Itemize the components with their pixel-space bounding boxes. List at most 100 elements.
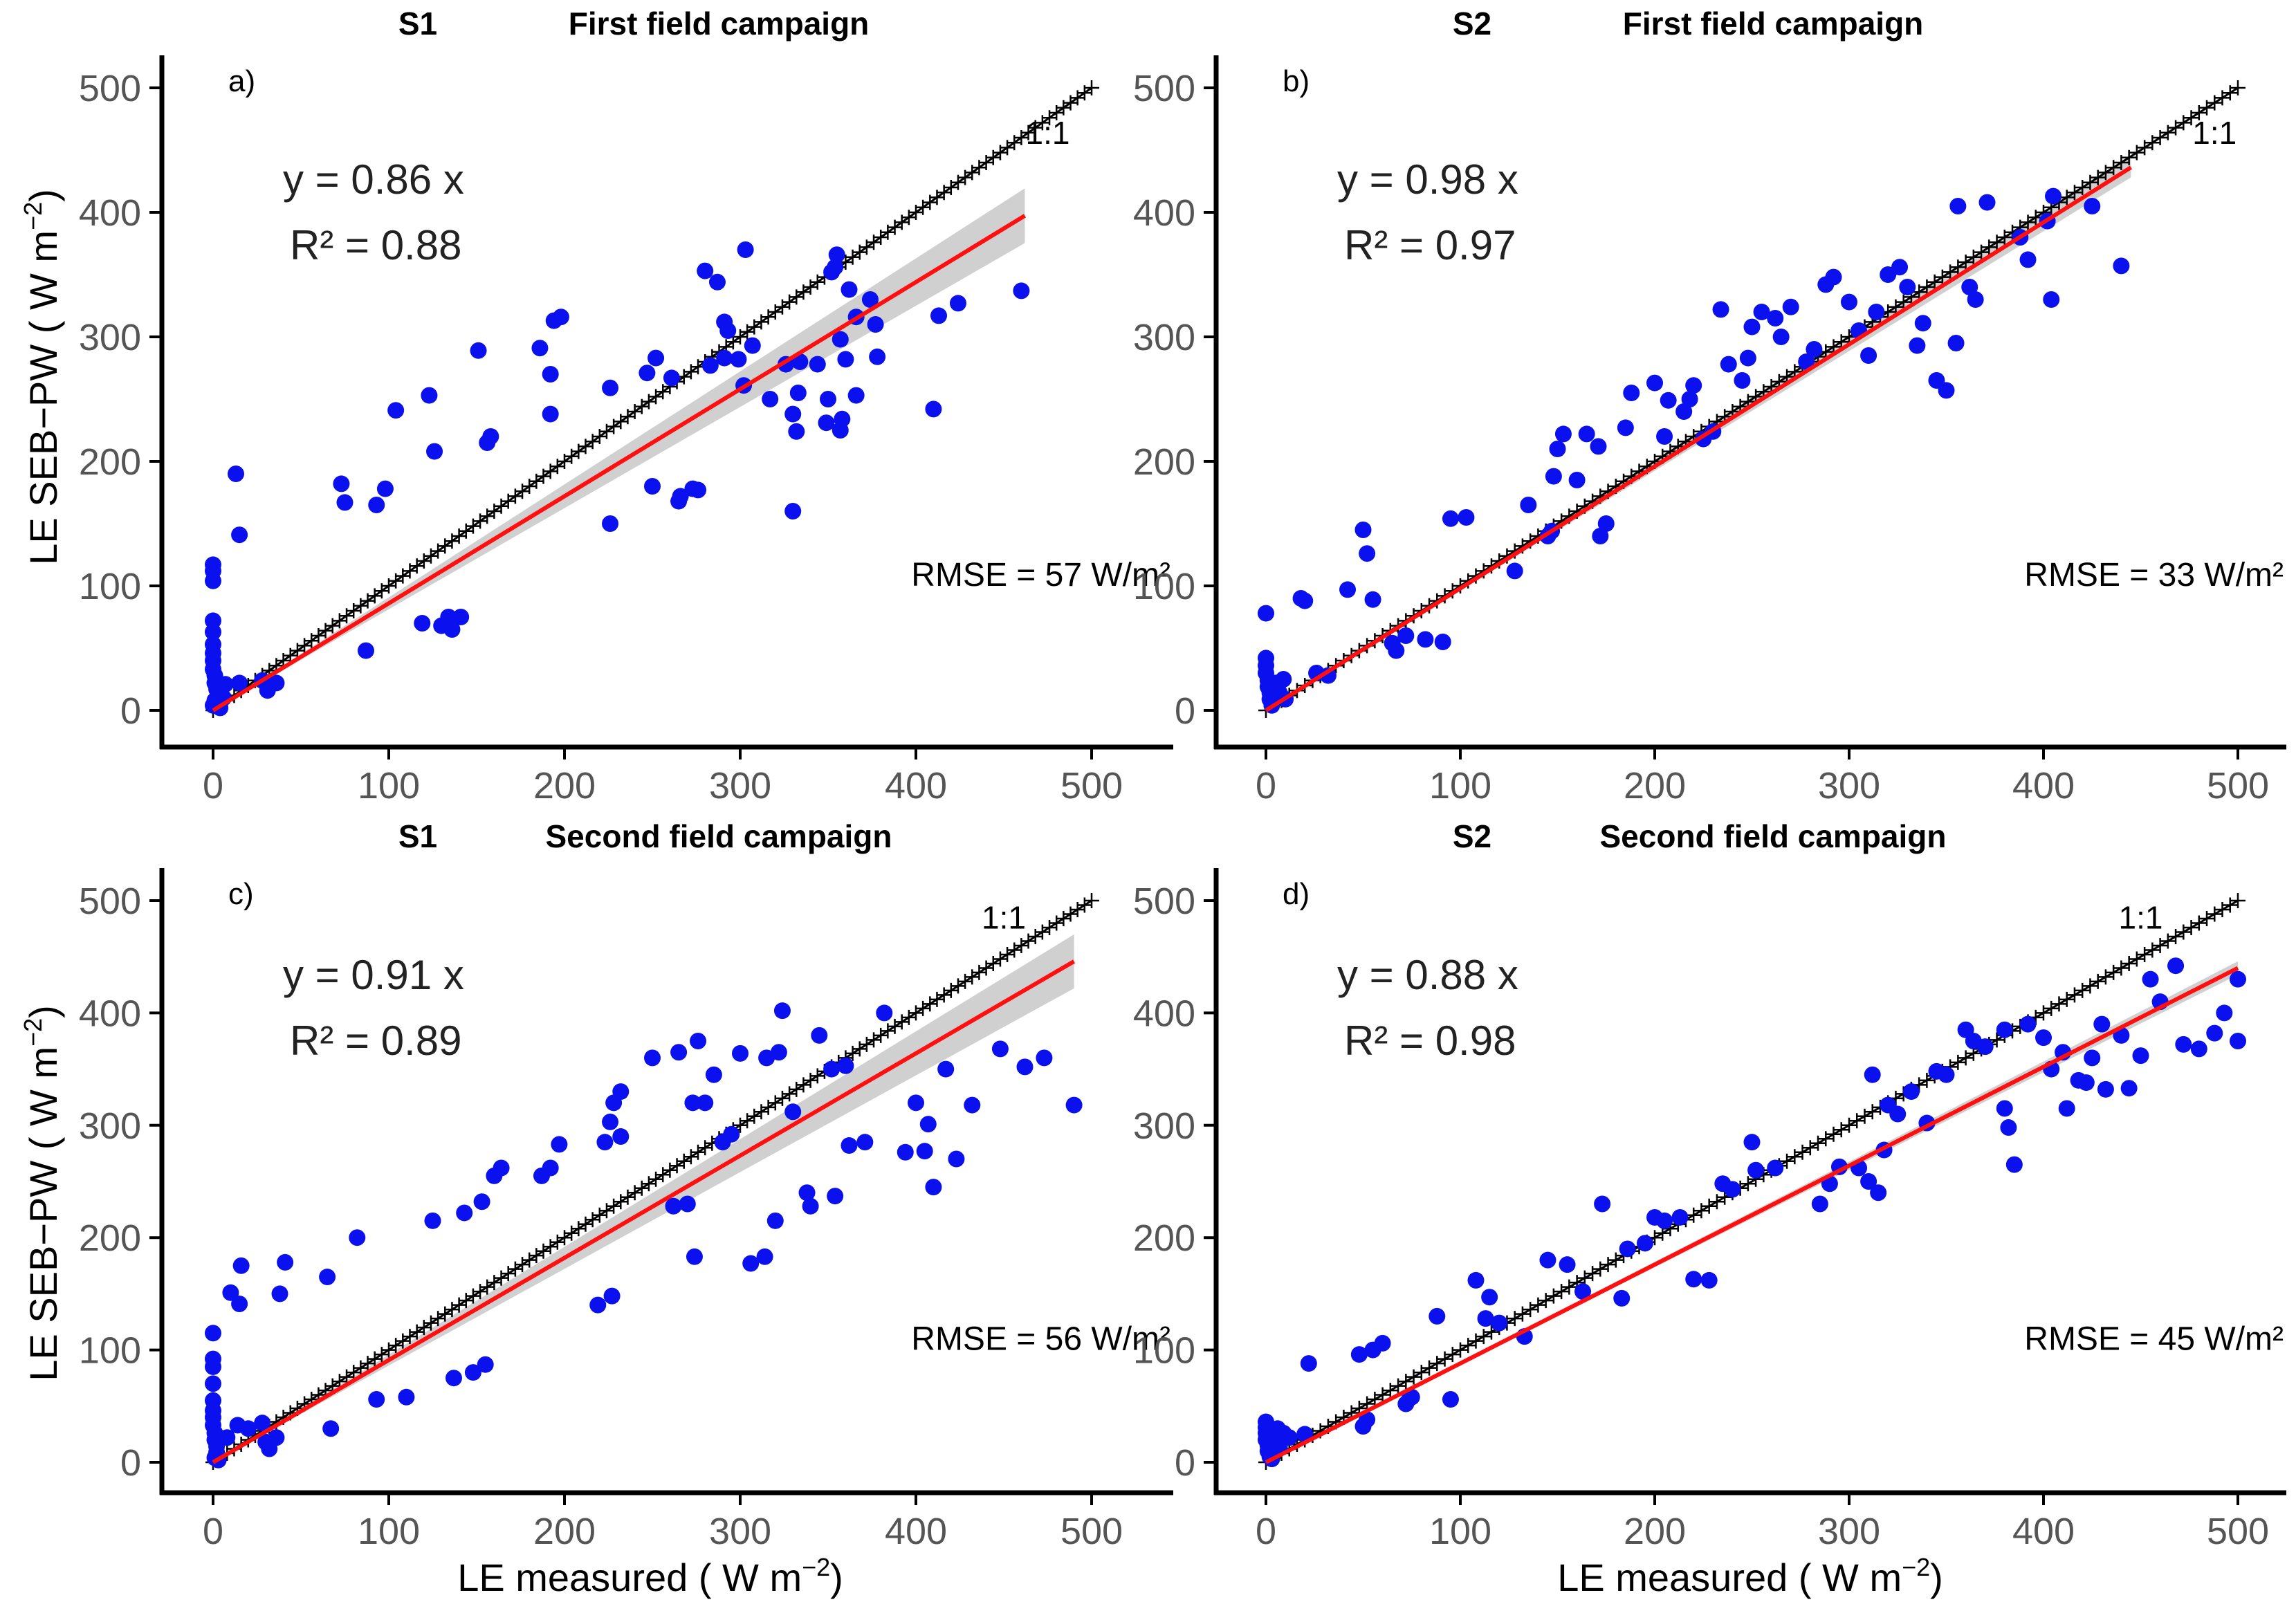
data-point xyxy=(1300,1355,1317,1372)
data-point xyxy=(602,379,619,396)
one-to-one-marker xyxy=(1437,1351,1453,1367)
one-to-one-marker xyxy=(2176,924,2192,940)
y-tick-label: 300 xyxy=(1133,1105,1195,1147)
y-tick-label: 0 xyxy=(1175,690,1195,732)
regression-line xyxy=(212,214,1027,712)
one-to-one-marker xyxy=(1523,1302,1539,1318)
data-point xyxy=(1545,468,1562,485)
data-point xyxy=(1350,1346,1368,1363)
data-point xyxy=(1506,562,1523,580)
one-to-one-marker xyxy=(2020,214,2036,230)
data-point xyxy=(1675,403,1693,420)
one-to-one-marker xyxy=(2051,996,2067,1012)
data-point xyxy=(2206,1024,2223,1042)
one-to-one-marker xyxy=(1965,249,1981,265)
one-to-one-marker xyxy=(2152,130,2168,145)
one-to-one-marker xyxy=(1608,1252,1624,1268)
data-point xyxy=(1978,194,1996,211)
x-tick-label: 0 xyxy=(1256,765,1276,807)
data-point xyxy=(1967,291,1984,308)
regression-line xyxy=(1265,165,2133,712)
r-squared-label: R² = 0.97 xyxy=(1344,222,1516,268)
data-point xyxy=(552,309,569,326)
x-tick-label: 400 xyxy=(885,1511,947,1552)
x-tick-label: 200 xyxy=(1624,1511,1686,1552)
data-point xyxy=(1712,301,1729,318)
one-to-one-marker xyxy=(1398,1374,1414,1390)
data-points xyxy=(205,241,1030,717)
one-to-one-marker xyxy=(1514,1306,1530,1322)
one-to-one-marker xyxy=(2207,906,2223,922)
one-to-one-marker xyxy=(2191,105,2207,120)
one-to-one-marker xyxy=(1444,1347,1460,1363)
data-point xyxy=(2084,1049,2101,1067)
one-to-one-marker xyxy=(1888,299,1904,315)
data-point xyxy=(440,609,457,625)
one-to-one-marker xyxy=(2137,140,2153,156)
r-squared-label: R² = 0.89 xyxy=(290,1018,461,1064)
data-point xyxy=(1947,335,1965,351)
one-to-one-marker xyxy=(1709,1194,1725,1210)
one-to-one-marker xyxy=(1592,1261,1608,1277)
y-tick-label: 0 xyxy=(120,1442,141,1484)
x-tick-label: 400 xyxy=(2012,1511,2075,1552)
data-point xyxy=(1013,282,1030,300)
y-tick-label: 400 xyxy=(79,192,141,234)
one-to-one-marker xyxy=(1833,1122,1849,1138)
one-to-one-marker xyxy=(2082,174,2098,190)
data-point xyxy=(222,1284,239,1301)
x-tick-label: 400 xyxy=(2012,765,2075,807)
data-point xyxy=(493,1159,510,1177)
data-point xyxy=(908,1094,924,1112)
one-to-one-marker xyxy=(2075,982,2091,998)
x-tick-label: 300 xyxy=(709,1511,771,1552)
data-point xyxy=(1841,293,1857,311)
data-point xyxy=(841,281,858,298)
data-point xyxy=(205,556,221,573)
data-point xyxy=(456,1204,473,1222)
data-point xyxy=(820,391,836,407)
x-tick-label: 300 xyxy=(1818,765,1880,807)
y-axis-label-close-bottom: ) xyxy=(21,1005,65,1018)
data-point xyxy=(723,1125,740,1143)
y-axis-label-bottom: LE SEB−PW ( W m−2) xyxy=(19,1005,65,1381)
rmse-label: RMSE = 57 W/m² xyxy=(911,557,1170,593)
data-point xyxy=(867,316,884,333)
data-point xyxy=(1734,372,1751,389)
data-point xyxy=(205,623,221,641)
data-point xyxy=(964,1096,981,1114)
data-point xyxy=(1403,1388,1420,1406)
x-axis-label-close-right: ) xyxy=(1930,1556,1943,1599)
one-to-one-marker xyxy=(1460,1338,1476,1354)
data-point xyxy=(1720,356,1737,373)
data-point xyxy=(231,674,248,692)
data-point xyxy=(376,480,394,497)
one-to-one-marker xyxy=(2137,946,2153,962)
y-axis-label-close-top: ) xyxy=(21,189,65,202)
x-axis-label-text-right: LE measured ( W m xyxy=(1557,1556,1902,1599)
data-point xyxy=(1280,1429,1298,1446)
data-point xyxy=(1889,1105,1907,1123)
data-point xyxy=(679,1195,696,1213)
one-to-one-marker xyxy=(1943,264,1958,280)
data-point xyxy=(648,349,665,367)
data-point xyxy=(1477,1310,1494,1327)
one-to-one-marker xyxy=(2075,180,2091,195)
one-to-one-marker xyxy=(1919,1072,1935,1088)
confidence-band xyxy=(213,934,1074,1462)
one-to-one-marker xyxy=(1794,1144,1810,1160)
data-point xyxy=(1359,1411,1376,1428)
x-tick-label: 100 xyxy=(358,1511,420,1552)
one-to-one-marker xyxy=(1927,274,1943,290)
data-point xyxy=(823,1060,841,1078)
one-to-one-marker xyxy=(2129,951,2145,967)
y-axis-label-text-bottom: LE SEB−PW ( W m xyxy=(21,1047,65,1381)
data-point xyxy=(1296,592,1314,609)
data-point xyxy=(2216,1004,2233,1022)
data-point xyxy=(231,526,248,544)
data-point xyxy=(856,1134,874,1151)
data-point xyxy=(690,1033,707,1049)
one-to-one-marker xyxy=(2066,987,2082,1003)
one-to-one-marker xyxy=(2097,969,2113,985)
data-point xyxy=(732,1044,749,1062)
